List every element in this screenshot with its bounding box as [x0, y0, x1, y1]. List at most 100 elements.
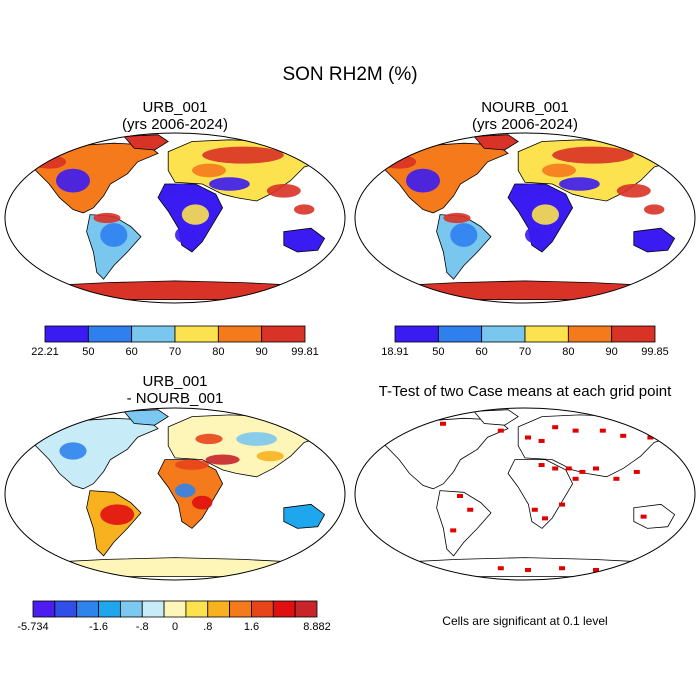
significant-cell: [640, 514, 647, 519]
significant-cell: [467, 507, 474, 512]
field-patch: [644, 204, 665, 215]
panel-urb-title-line2: (yrs 2006-2024): [122, 116, 228, 133]
land-australia: [283, 227, 326, 253]
significant-cell: [542, 516, 548, 521]
field-patch: [406, 168, 440, 193]
significant-cell: [497, 566, 504, 571]
colorbar-box: [163, 600, 187, 618]
significant-cell: [497, 428, 504, 433]
colorbar-label: 99.81: [291, 346, 319, 358]
land-antarctica: [388, 557, 662, 577]
land-samerica: [86, 214, 142, 280]
field-patch: [511, 184, 553, 198]
colorbar-box: [131, 325, 176, 343]
significant-cell: [633, 469, 640, 474]
significant-cell: [538, 463, 545, 468]
panel-ttest-title: T-Test of two Case means at each grid po…: [355, 383, 695, 400]
map-panel-diff: [4, 407, 346, 581]
colorbar-label: 1.6: [244, 621, 259, 633]
field-patch: [56, 168, 90, 193]
significant-cell: [565, 466, 572, 471]
field-patch: [195, 433, 223, 445]
significant-cell: [440, 421, 446, 426]
field-patch: [32, 155, 67, 169]
significance-note: Cells are significant at 0.1 level: [442, 614, 608, 628]
significant-cell: [457, 494, 463, 498]
colorbar-label: 90: [606, 346, 618, 358]
panel-diff-title-line2: - NOURB_001: [126, 390, 224, 407]
land-namerica: [378, 142, 509, 214]
panel-diff-title-line1: URB_001: [142, 373, 208, 390]
field-patch: [236, 432, 277, 446]
land-samerica: [436, 214, 492, 280]
field-patch: [450, 223, 478, 247]
field-patch: [202, 146, 284, 164]
field-patch: [443, 212, 471, 224]
panel-urb-title-line1: URB_001: [142, 99, 208, 116]
field-patch: [531, 204, 560, 225]
land-africa: [507, 459, 574, 529]
colorbar-box: [98, 600, 121, 618]
significant-cell: [559, 502, 565, 507]
land-australia: [283, 503, 326, 529]
significant-cell: [525, 435, 531, 440]
map-land-ttest: [378, 409, 679, 577]
colorbar-label: 80: [562, 346, 574, 358]
field-patch: [175, 459, 209, 470]
land-greenland: [123, 134, 169, 151]
colorbar-box: [272, 600, 296, 618]
field-patch: [175, 483, 196, 498]
field-patch: [616, 184, 651, 198]
land-antarctica: [38, 280, 312, 301]
field-patch: [161, 184, 203, 198]
significant-cell: [525, 567, 531, 572]
map-land-urb: [28, 134, 329, 301]
field-patch: [181, 204, 209, 225]
field-patch: [256, 451, 284, 462]
field-patch: [100, 223, 128, 247]
significant-cell: [579, 469, 586, 474]
colorbar-label: 50: [82, 346, 94, 358]
map-border-urb: [4, 132, 346, 304]
significant-cell: [450, 528, 457, 533]
colorbar-label: 60: [476, 346, 488, 358]
colorbar-label: 0: [172, 621, 178, 633]
colorbar-label: .8: [203, 621, 212, 633]
map-border-ttest: [354, 407, 696, 581]
significant-cell: [647, 435, 654, 440]
field-patch: [209, 177, 250, 191]
panel-ttest-title-line1: T-Test of two Case means at each grid po…: [378, 383, 672, 400]
land-greenland: [473, 134, 519, 151]
field-patch: [192, 495, 213, 510]
land-australia: [633, 503, 676, 529]
field-patch: [192, 163, 226, 178]
significant-cell: [559, 566, 565, 571]
field-patch: [542, 163, 576, 178]
land-samerica: [436, 490, 492, 557]
colorbar-box: [229, 600, 252, 618]
colorbar-box: [119, 600, 143, 618]
land-namerica: [28, 417, 159, 490]
colorbar-box: [437, 325, 483, 343]
colorbar-box: [76, 600, 99, 618]
field-patch: [382, 155, 417, 169]
significant-cell: [599, 428, 606, 433]
colorbar-box: [481, 325, 526, 343]
colorbar-label: 70: [519, 346, 531, 358]
panel-nourb-title: NOURB_001 (yrs 2006-2024): [375, 99, 675, 133]
colorbar-box: [54, 600, 78, 618]
land-antarctica: [388, 280, 662, 301]
colorbar-label: -5.734: [17, 621, 48, 633]
significant-cell: [593, 466, 599, 471]
significant-cell: [593, 567, 599, 572]
significant-cell: [620, 433, 627, 438]
significant-cell: [552, 466, 559, 471]
colorbar-label: 90: [256, 346, 268, 358]
significant-cell: [552, 425, 559, 430]
map-land-nourb: [378, 134, 679, 301]
colorbar-label: -1.6: [89, 621, 108, 633]
colorbar-box: [217, 325, 263, 343]
significant-cell: [572, 428, 579, 433]
field-patch: [552, 146, 634, 164]
